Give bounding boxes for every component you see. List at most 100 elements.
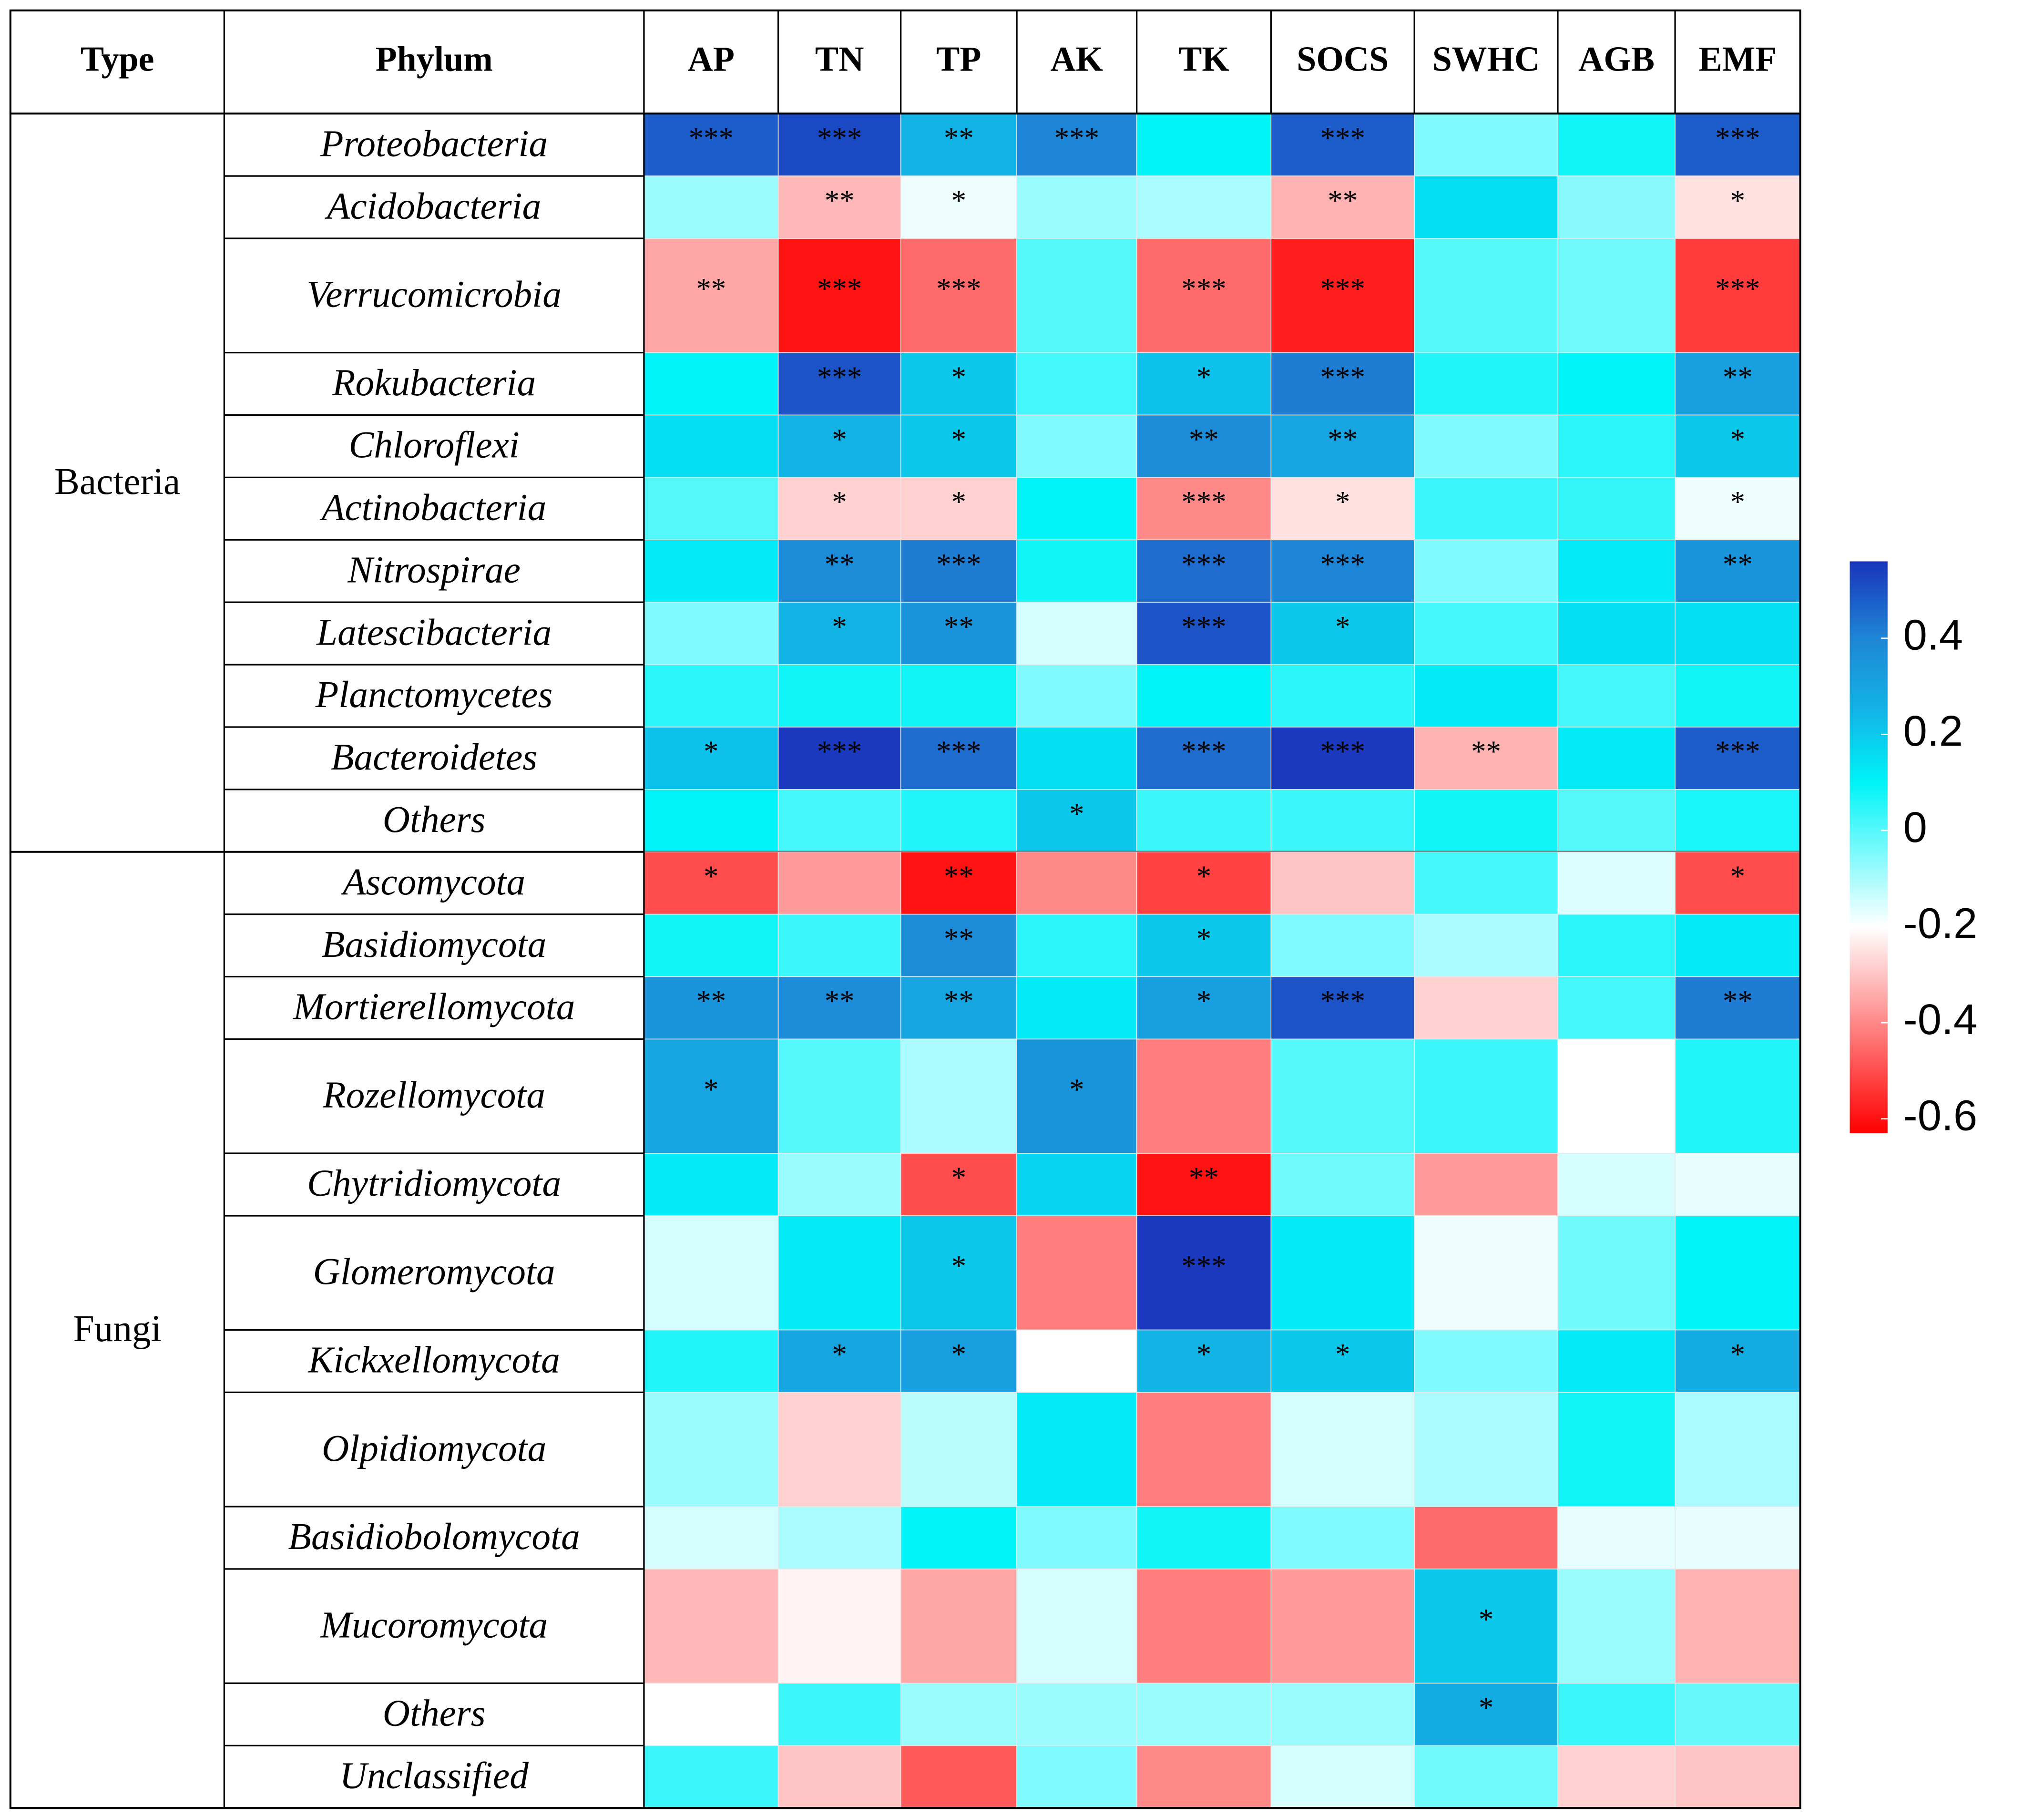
heat-cell xyxy=(1270,976,1415,1040)
phylum-label: Bacteroidetes xyxy=(331,736,537,778)
heat-cell xyxy=(1016,1329,1137,1393)
heat-cell xyxy=(1414,727,1558,790)
column-header: TP xyxy=(936,39,981,78)
significance-label: * xyxy=(1730,1337,1745,1371)
heat-cell xyxy=(1414,1215,1558,1331)
heat-cell xyxy=(1675,1745,1801,1809)
heat-cell xyxy=(1414,913,1558,977)
heat-cell xyxy=(1270,1153,1415,1216)
significance-label: * xyxy=(704,735,718,768)
heat-cell xyxy=(1016,175,1137,239)
significance-label: ** xyxy=(1189,422,1219,456)
heat-cell xyxy=(1557,1745,1676,1809)
significance-label: * xyxy=(704,1072,718,1106)
heat-cell xyxy=(1016,1038,1137,1154)
significance-label: * xyxy=(1730,485,1745,518)
heat-cell xyxy=(777,113,901,176)
heat-cell xyxy=(900,976,1017,1040)
header-phylum: Phylum xyxy=(376,39,493,78)
phylum-label: Others xyxy=(383,799,486,841)
heat-cell xyxy=(1270,1392,1415,1507)
heat-cell xyxy=(1270,851,1415,915)
heat-cell xyxy=(1136,1745,1272,1809)
significance-label: * xyxy=(951,1337,966,1371)
heat-cell xyxy=(777,539,901,603)
colorbar-tick-label: 0.4 xyxy=(1903,611,1963,659)
heat-cell xyxy=(644,1329,779,1393)
significance-label: ** xyxy=(696,272,726,305)
heat-cell xyxy=(1270,1745,1415,1809)
significance-label: *** xyxy=(1181,485,1226,518)
significance-label: * xyxy=(1196,859,1211,893)
colorbar-tick-label: 0 xyxy=(1903,803,1927,852)
heat-cell xyxy=(1016,1506,1137,1570)
significance-label: * xyxy=(1196,1337,1211,1371)
phylum-label: Verrucomicrobia xyxy=(307,273,561,315)
heat-cell xyxy=(900,1506,1017,1570)
phylum-label: Ascomycota xyxy=(340,861,525,903)
phylum-label: Rokubacteria xyxy=(332,362,536,404)
header-type: Type xyxy=(81,39,154,78)
heat-cell xyxy=(1016,976,1137,1040)
heat-cell xyxy=(1414,238,1558,353)
heat-cell xyxy=(1270,664,1415,728)
phylum-label: Actinobacteria xyxy=(319,486,546,528)
heat-cell xyxy=(1016,238,1137,353)
heat-cell xyxy=(1136,1329,1272,1393)
significance-label: ** xyxy=(944,610,974,643)
phylum-label: Latescibacteria xyxy=(316,611,552,653)
heat-cell xyxy=(1675,976,1801,1040)
significance-label: *** xyxy=(689,121,734,154)
heat-cell xyxy=(1675,1392,1801,1507)
phylum-label: Proteobacteria xyxy=(320,123,548,164)
heat-cell xyxy=(777,664,901,728)
significance-label: *** xyxy=(1320,984,1365,1017)
phylum-label: Planctomycetes xyxy=(315,674,553,716)
heat-cell xyxy=(1557,1506,1676,1570)
heat-cell xyxy=(1675,352,1801,416)
heat-cell xyxy=(644,175,779,239)
group-label: Fungi xyxy=(73,1308,162,1350)
phylum-label: Kickxellomycota xyxy=(307,1339,560,1381)
colorbar-tick-label: -0.6 xyxy=(1903,1091,1978,1139)
significance-label: *** xyxy=(936,735,981,768)
heat-cell xyxy=(1016,113,1137,176)
significance-label: * xyxy=(1730,859,1745,893)
heat-cell xyxy=(644,352,779,416)
table-border xyxy=(9,9,1801,1809)
heat-cell xyxy=(1675,414,1801,478)
significance-label: ** xyxy=(1723,547,1753,581)
heat-cell xyxy=(1414,1329,1558,1393)
significance-label: *** xyxy=(817,121,862,154)
significance-label: ** xyxy=(825,184,855,217)
heat-cell xyxy=(1136,175,1272,239)
significance-label: *** xyxy=(1054,121,1099,154)
heat-cell xyxy=(1136,1683,1272,1746)
phylum-label: Glomeromycota xyxy=(313,1251,555,1293)
heat-cell xyxy=(1414,1038,1558,1154)
heat-cell xyxy=(1136,1215,1272,1331)
significance-label: ** xyxy=(944,859,974,893)
heat-cell xyxy=(644,664,779,728)
heat-cell xyxy=(1136,602,1272,665)
heat-cell xyxy=(1136,352,1272,416)
heat-cell xyxy=(1557,727,1676,790)
heat-cell xyxy=(1675,913,1801,977)
significance-label: * xyxy=(1730,184,1745,217)
heat-cell xyxy=(1016,851,1137,915)
heat-cell xyxy=(1557,789,1676,852)
heat-cell xyxy=(1136,851,1272,915)
heat-cell xyxy=(1016,1569,1137,1684)
significance-label: *** xyxy=(1715,735,1760,768)
heat-cell xyxy=(1414,175,1558,239)
heat-cell xyxy=(1557,976,1676,1040)
heat-cell xyxy=(1675,602,1801,665)
significance-label: ** xyxy=(1723,360,1753,393)
heat-cell xyxy=(1557,1153,1676,1216)
heat-cell xyxy=(1136,1392,1272,1507)
heat-cell xyxy=(1414,1569,1558,1684)
heat-cell xyxy=(1270,477,1415,541)
heat-cell xyxy=(900,477,1017,541)
significance-label: * xyxy=(1479,1602,1493,1636)
